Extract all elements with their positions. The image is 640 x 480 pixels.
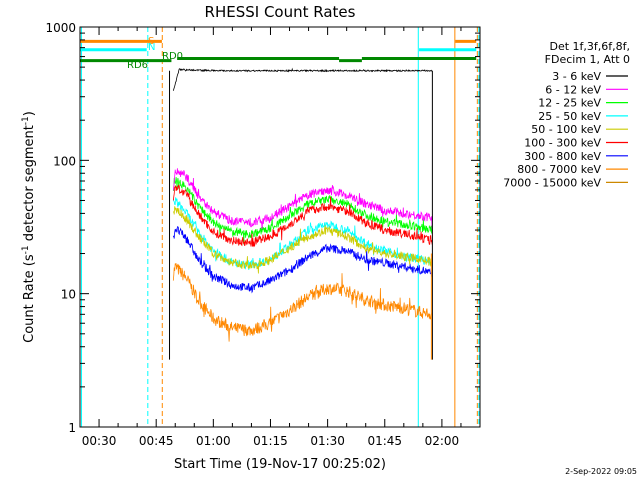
x-axis-ticks: 00:30 00:45 01:00 01:15 01:30 01:45 02:00 — [79, 27, 481, 448]
x-axis-label: Start Time (19-Nov-17 00:25:02) — [174, 457, 386, 472]
series-line-6-12kev — [172, 168, 433, 230]
x-tick-label: 00:30 — [82, 434, 117, 448]
series-line-800-7000kev — [172, 263, 433, 342]
series-line-12-25kev — [172, 176, 433, 245]
legend-label: 25 - 50 keV — [538, 110, 601, 123]
series-line-3-6kev — [172, 67, 433, 91]
x-tick-label: 02:00 — [425, 434, 460, 448]
x-tick-label: 01:00 — [196, 434, 231, 448]
y-tick-label: 1000 — [45, 21, 76, 35]
legend-label: 50 - 100 keV — [531, 123, 601, 136]
vertical-markers — [81, 27, 480, 427]
timestamp: 2-Sep-2022 09:05 — [565, 467, 637, 476]
legend-label: 12 - 25 keV — [538, 97, 601, 110]
plot-frame — [79, 26, 481, 428]
y-tick-label: 100 — [53, 154, 76, 168]
chart-title: RHESSI Count Rates — [205, 3, 356, 21]
x-tick-label: 01:15 — [253, 434, 288, 448]
legend-label: 6 - 12 keV — [545, 83, 601, 96]
marker-label-rd6: RD6 — [127, 60, 148, 71]
legend-header-line-1: Det 1f,3f,6f,8f, — [549, 40, 630, 53]
legend-label: 3 - 6 keV — [552, 70, 601, 83]
marker-label-n: N — [148, 42, 155, 53]
series-line-100-300kev — [172, 184, 433, 248]
series-line-300-800kev — [172, 226, 433, 294]
y-tick-label: 10 — [61, 288, 76, 302]
legend-label: 300 - 800 keV — [524, 150, 601, 163]
y-tick-label: 1 — [68, 421, 76, 435]
x-tick-label: 01:30 — [310, 434, 345, 448]
series-lines — [169, 67, 433, 360]
legend-label: 800 - 7000 keV — [517, 163, 601, 176]
marker-label-s: S — [148, 36, 154, 47]
y-axis-label: Count Rate (s-1 detector segment-1) — [21, 111, 37, 343]
y-axis-ticks: 1 10 100 1000 — [45, 21, 480, 435]
attenuator-markers: SN RD0 RD6 — [80, 36, 477, 71]
legend-header-line-2: FDecim 1, Att 0 — [545, 53, 630, 66]
legend-label: 7000 - 15000 keV — [503, 176, 601, 189]
x-tick-label: 00:45 — [139, 434, 174, 448]
marker-label-rd0: RD0 — [162, 51, 183, 62]
legend-label: 100 - 300 keV — [524, 137, 601, 150]
series-line-50-100kev — [172, 206, 433, 274]
series-line-25-50kev — [172, 197, 433, 271]
x-tick-label: 01:45 — [367, 434, 402, 448]
